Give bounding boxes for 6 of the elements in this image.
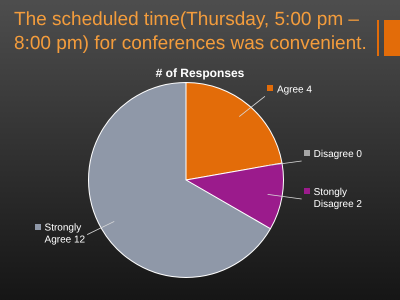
chart-title: The scheduled time(Thursday, 5:00 pm – 8:00 pm) for conferences was convenient. <box>14 8 368 56</box>
legend-label: Disagree 0 <box>314 149 362 160</box>
slice-label: Strongly Agree 12 <box>44 222 86 246</box>
legend-label: Stongly Disagree 2 <box>314 186 362 210</box>
legend-label: Agree 4 <box>276 84 312 96</box>
chart-subtitle: # of Responses <box>154 66 246 80</box>
